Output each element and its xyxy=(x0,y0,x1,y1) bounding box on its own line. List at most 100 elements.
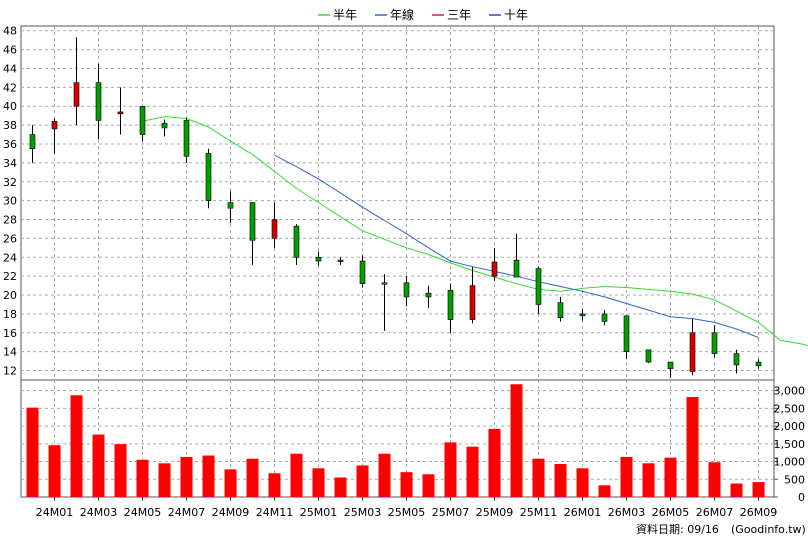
plot-frame xyxy=(20,25,775,498)
volume-tick-label: 2,500 xyxy=(774,402,806,415)
month-tick-label: 25M05 xyxy=(388,506,426,519)
candle-body xyxy=(73,82,80,107)
volume-bar xyxy=(598,485,611,497)
price-tick-label: 14 xyxy=(3,346,17,359)
candle xyxy=(51,118,58,154)
candle-body xyxy=(623,315,630,352)
month-tick-label: 26M05 xyxy=(652,506,690,519)
candle xyxy=(733,349,740,374)
volume-bar xyxy=(48,445,61,497)
month-tick-label: 25M09 xyxy=(476,506,514,519)
legend-label: 半年 xyxy=(333,8,357,22)
price-tick-label: 30 xyxy=(3,195,17,208)
volume-bar xyxy=(664,457,677,497)
volume-bar xyxy=(576,468,589,497)
volume-bar xyxy=(510,384,523,497)
price-tick-label: 24 xyxy=(3,251,17,264)
candle xyxy=(95,63,102,140)
candle-body xyxy=(403,282,410,298)
volume-bar xyxy=(620,456,633,497)
month-tick-label: 26M09 xyxy=(740,506,778,519)
candle-body xyxy=(29,134,36,150)
candle-body xyxy=(161,122,168,129)
candle-body xyxy=(667,361,674,369)
volume-bar xyxy=(70,395,83,497)
candlesticks xyxy=(29,37,762,379)
candle xyxy=(205,148,212,209)
data-date: 資料日期: 09/16 xyxy=(636,522,719,536)
candle xyxy=(447,283,454,333)
candle xyxy=(249,202,256,265)
price-tick-label: 16 xyxy=(3,327,17,340)
volume-bar xyxy=(730,483,743,497)
month-tick-label: 24M11 xyxy=(256,506,294,519)
volume-bar xyxy=(554,464,567,497)
volume-bar xyxy=(180,456,193,497)
volume-bar xyxy=(466,446,479,497)
candle-body xyxy=(425,292,432,298)
volume-tick-label: 3,000 xyxy=(774,385,806,398)
candle xyxy=(711,325,718,358)
candle xyxy=(337,257,344,265)
legend-label: 三年 xyxy=(447,8,471,22)
volume-bar xyxy=(488,428,501,497)
candle xyxy=(535,266,542,314)
candle-body xyxy=(205,153,212,201)
candle xyxy=(183,117,190,163)
candle-body xyxy=(579,313,586,317)
candle-body xyxy=(337,259,344,262)
candle-body xyxy=(315,256,322,262)
price-tick-label: 46 xyxy=(3,44,17,57)
candle xyxy=(403,276,410,307)
price-axis: 48 46 44 42 40 38 36 34 32 30 28 26 24 22 20 18 16 14 12 xyxy=(3,25,17,378)
volume-axis: 3,000 2,500 2,000 1,500 1,000 500 0 xyxy=(774,385,806,504)
volume-bar xyxy=(136,459,149,497)
data-source: (Goodinfo.tw) xyxy=(731,523,806,536)
volume-bar xyxy=(422,474,435,497)
candle xyxy=(73,37,80,126)
candle-body xyxy=(755,361,762,367)
volume-tick-label: 1,000 xyxy=(774,456,806,469)
candle xyxy=(227,191,234,224)
volume-bar xyxy=(158,463,171,497)
candle xyxy=(513,233,520,278)
month-tick-label: 25M11 xyxy=(520,506,558,519)
volume-bar xyxy=(642,463,655,497)
candle-body xyxy=(491,261,498,277)
candle-body xyxy=(227,202,234,209)
candle xyxy=(689,318,696,376)
month-tick-label: 24M09 xyxy=(212,506,250,519)
candle-body xyxy=(183,120,190,157)
price-tick-label: 26 xyxy=(3,232,17,245)
candle-body xyxy=(249,202,256,241)
candle xyxy=(315,251,322,266)
candle-body xyxy=(689,332,696,372)
candle-body xyxy=(447,290,454,320)
candle-body xyxy=(601,313,608,322)
month-tick-label: 25M07 xyxy=(432,506,470,519)
candle-body xyxy=(51,121,58,130)
month-tick-label: 25M03 xyxy=(344,506,382,519)
volume-bar xyxy=(246,458,259,497)
volume-bar xyxy=(202,455,215,497)
volume-bar xyxy=(114,444,127,497)
volume-bar xyxy=(356,465,369,497)
price-tick-label: 18 xyxy=(3,308,17,321)
volume-bar xyxy=(334,477,347,497)
candle xyxy=(491,247,498,281)
candle xyxy=(381,274,388,331)
month-axis: 24M01 24M03 24M05 24M07 24M09 24M11 25M01 25M03… xyxy=(36,497,778,519)
volume-tick-label: 1,500 xyxy=(774,438,806,451)
candle-body xyxy=(95,82,102,121)
price-tick-label: 28 xyxy=(3,214,17,227)
candle-body xyxy=(293,225,300,258)
price-tick-label: 40 xyxy=(3,100,17,113)
legend: 半年 年線 三年 十年 xyxy=(318,7,528,22)
volume-bar xyxy=(686,397,699,497)
candle-body xyxy=(469,285,476,320)
candle-body xyxy=(381,282,388,285)
volume-bar xyxy=(708,462,721,497)
candle xyxy=(117,87,124,135)
candle xyxy=(293,224,300,265)
